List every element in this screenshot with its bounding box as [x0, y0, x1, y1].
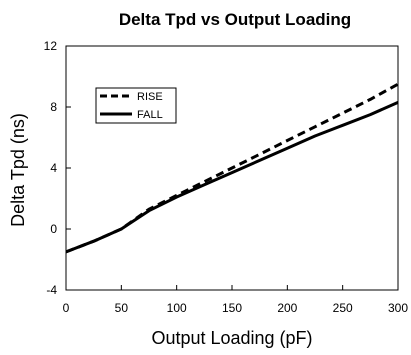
legend: RISE FALL	[95, 87, 177, 124]
x-tick-label: 150	[222, 301, 242, 315]
x-tick-label: 300	[388, 301, 408, 315]
legend-label-fall: FALL	[137, 109, 163, 121]
y-tick-label: 12	[44, 39, 58, 53]
x-tick-label: 250	[333, 301, 353, 315]
plot-frame	[65, 45, 399, 291]
x-tick-label: 0	[63, 301, 70, 315]
series-layer	[65, 82, 399, 254]
legend-box	[95, 87, 177, 124]
x-tick-label: 50	[115, 301, 129, 315]
x-tick-label: 100	[167, 301, 187, 315]
y-tick-label: 4	[50, 161, 57, 175]
series-line-fall	[65, 101, 399, 254]
x-axis-label: Output Loading (pF)	[151, 328, 312, 348]
x-axis-ticks: 0 50 100 150 200 250 300	[63, 285, 408, 315]
legend-label-rise: RISE	[137, 91, 163, 103]
y-tick-label: 0	[50, 222, 57, 236]
y-tick-label: 8	[50, 100, 57, 114]
chart-title: Delta Tpd vs Output Loading	[119, 10, 351, 29]
x-tick-label: 200	[277, 301, 297, 315]
y-axis-ticks: -4 0 4 8 12	[44, 39, 71, 297]
y-axis-label: Delta Tpd (ns)	[8, 113, 28, 227]
y-tick-label: -4	[46, 283, 57, 297]
